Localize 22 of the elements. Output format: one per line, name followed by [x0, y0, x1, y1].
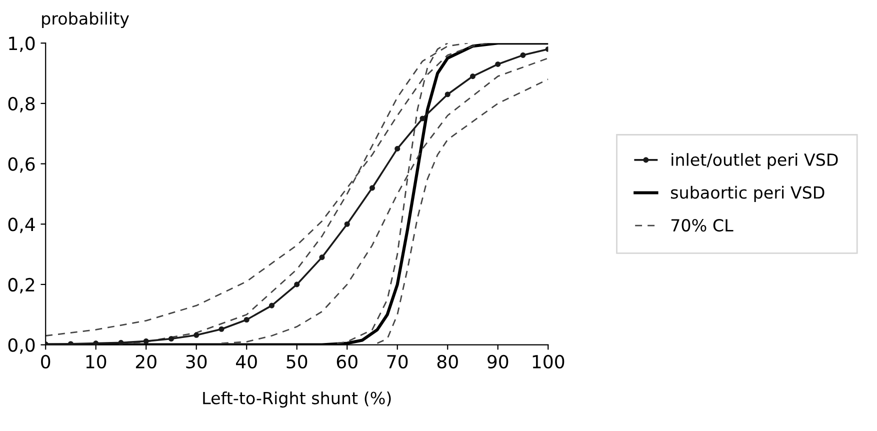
- x-tick-label: 40: [236, 354, 257, 368]
- y-tick-label: 0,2: [8, 278, 34, 294]
- x-axis-title: Left-to-Right shunt (%): [203, 391, 391, 408]
- x-tick-label: 60: [336, 354, 358, 368]
- y-tick-label: 0,4: [8, 218, 35, 234]
- y-tick-label: 1,0: [9, 36, 35, 52]
- y-tick-label: 0,6: [8, 157, 35, 173]
- x-tick-label: 70: [387, 354, 408, 368]
- y-tick-label: 0,8: [8, 96, 35, 112]
- x-tick-label: 30: [186, 354, 207, 368]
- legend-label: subaortic peri VSD: [671, 186, 824, 202]
- x-tick-label: 20: [136, 354, 156, 368]
- legend-label: inlet/outlet peri VSD: [672, 153, 838, 170]
- x-tick-label: 0: [41, 354, 50, 368]
- x-tick-label: 90: [488, 354, 508, 368]
- x-tick-label: 10: [86, 354, 106, 368]
- y-axis-title: probability: [42, 12, 129, 28]
- x-tick-label: 100: [532, 354, 564, 368]
- x-tick-label: 50: [286, 354, 308, 368]
- x-tick-label: 80: [437, 354, 458, 368]
- legend-label: 70% CL: [671, 218, 734, 232]
- y-tick-label: 0,0: [8, 338, 35, 354]
